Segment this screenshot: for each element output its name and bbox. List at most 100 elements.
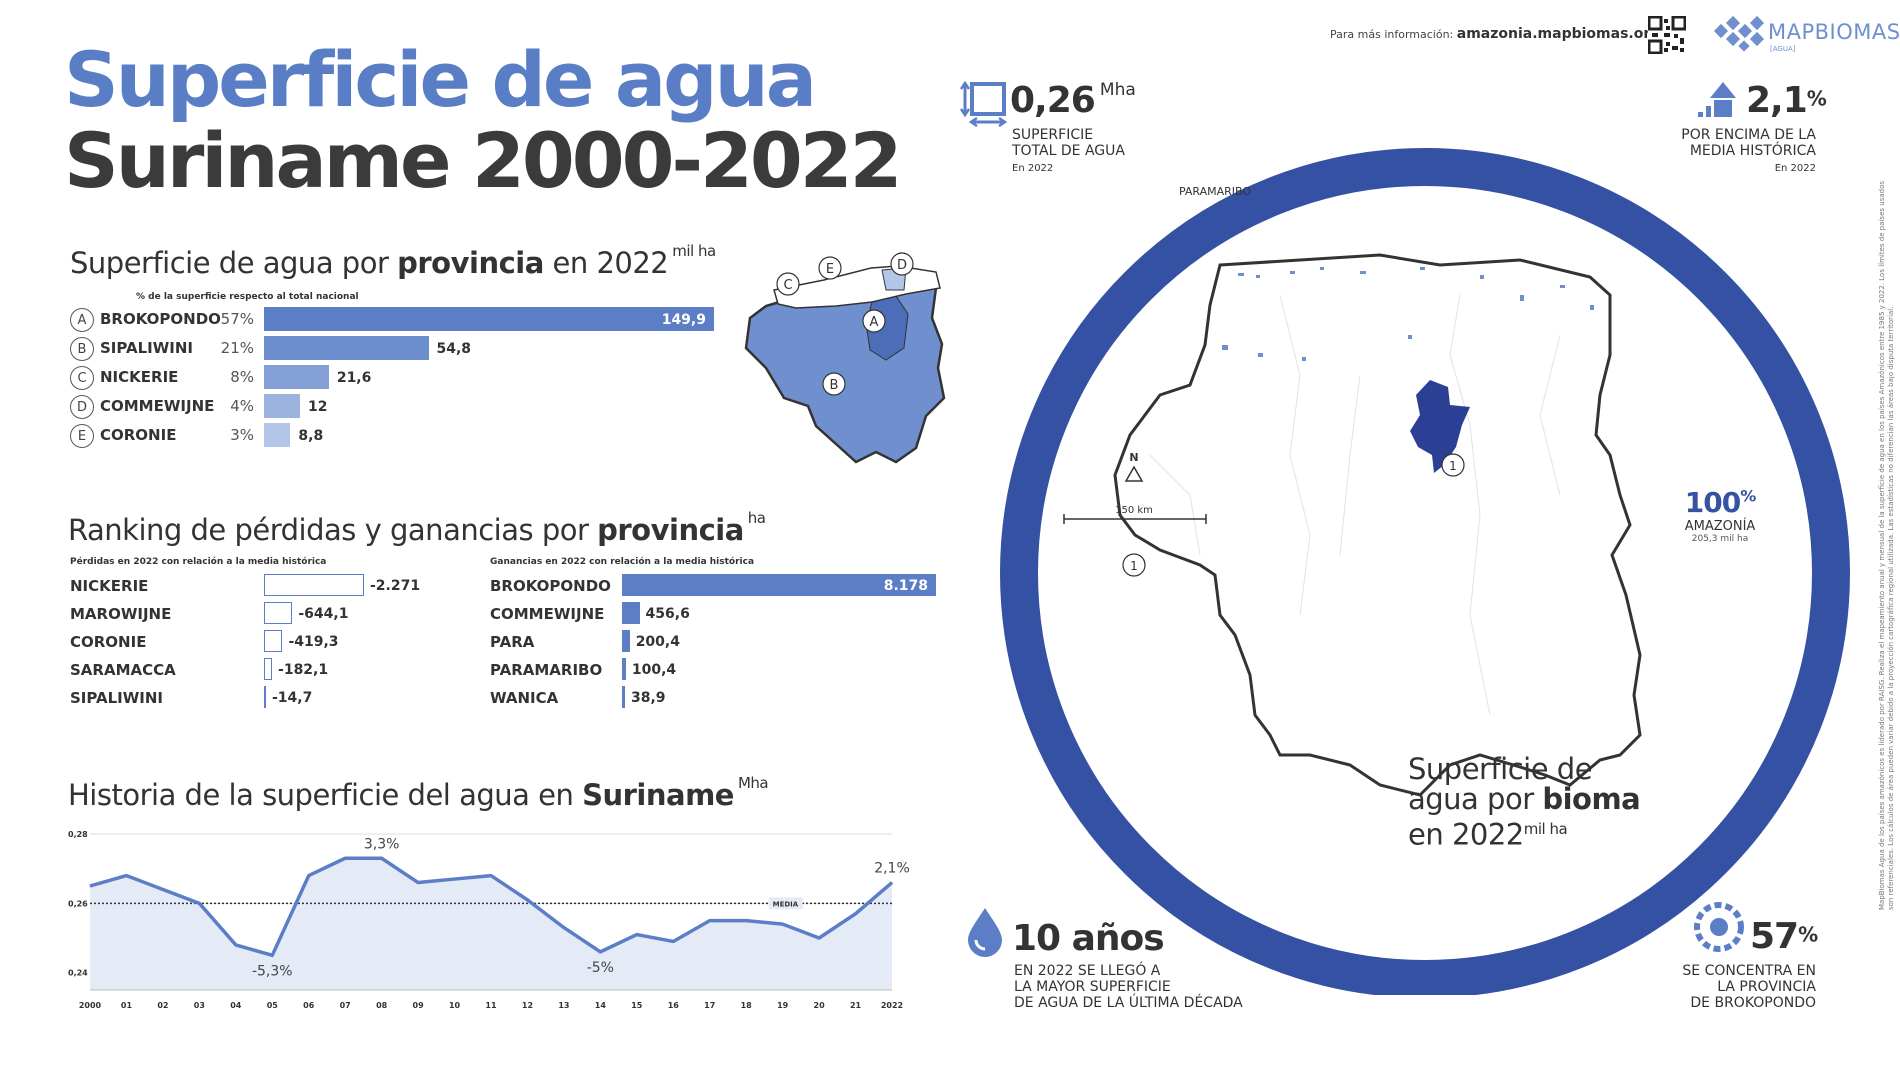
data-annotation: 3,3% <box>364 836 400 852</box>
bioma-marker-ring <box>1441 453 1465 477</box>
bioma-title: Superficie de agua por bioma en 2022mil … <box>1408 752 1641 852</box>
province-bar <box>264 423 291 447</box>
province-letter-badge: D <box>70 395 94 419</box>
data-point <box>125 875 127 877</box>
x-tick-label: 2022 <box>881 1001 903 1010</box>
data-point <box>818 937 820 939</box>
x-tick-label: 13 <box>558 1001 569 1010</box>
historia-line-chart: 0,28 0,26 0,24 MEDIA 2000 01 02 03 04 05 06 07 08 09 1… <box>68 830 910 1010</box>
data-point <box>782 923 784 925</box>
gain-bar <box>622 658 626 680</box>
info-url[interactable]: amazonia.mapbiomas.org <box>1456 26 1661 42</box>
gain-bar <box>622 686 625 708</box>
gain-province-name: COMMEWIJNE <box>490 605 605 623</box>
province-name: NICKERIE <box>100 368 179 386</box>
x-tick-label: 2000 <box>79 1001 102 1010</box>
y-tick-label: 0,26 <box>68 899 88 908</box>
bioma-stat: 100% AMAZONÍA 205,3 mil ha <box>1680 486 1760 544</box>
x-tick-label: 05 <box>267 1001 279 1010</box>
gains-bar-chart: BROKOPONDO 8.178 COMMEWIJNE 456,6 PARA 200,4 P… <box>490 574 940 714</box>
province-pct: 3% <box>230 426 254 444</box>
gains-note: Ganancias en 2022 con relación a la medi… <box>490 557 755 567</box>
loss-value-label: -644,1 <box>298 606 349 622</box>
loss-value-label: -14,7 <box>272 690 313 706</box>
stat-anos-value: 10 años <box>1012 918 1165 959</box>
gain-value-label: 200,4 <box>635 634 680 650</box>
gain-province-name: BROKOPONDO <box>490 577 611 595</box>
province-value-label: 8,8 <box>298 428 324 444</box>
media-label: MEDIA <box>773 900 799 908</box>
province-bar <box>264 394 301 418</box>
map-label-a: A <box>870 315 879 330</box>
bioma-name: AMAZONÍA <box>1684 519 1756 534</box>
logo-subtext: [AGUA] <box>1770 45 1796 53</box>
data-point <box>454 878 456 880</box>
x-tick-label: 14 <box>595 1001 607 1010</box>
province-bar <box>264 336 429 360</box>
data-point <box>162 888 164 890</box>
north-arrow-icon <box>1124 465 1144 482</box>
gain-value-label: 38,9 <box>631 690 666 706</box>
data-point <box>417 882 419 884</box>
gain-value-label: 456,6 <box>645 606 690 622</box>
province-pct: 21% <box>220 339 254 357</box>
gain-bar <box>622 630 630 652</box>
map-label-d: D <box>897 258 907 273</box>
info-line: Para más información: amazonia.mapbiomas… <box>1330 26 1660 42</box>
stat-superficie: 0,26 Mha <box>1010 80 1136 121</box>
loss-bar <box>264 602 293 624</box>
title-line-2: Suriname 2000-2022 <box>64 116 903 205</box>
historia-title: Historia de la superficie del agua en Su… <box>68 774 769 812</box>
x-tick-label: 01 <box>121 1001 133 1010</box>
loss-bar <box>264 574 364 596</box>
svg-text:1: 1 <box>1130 559 1138 573</box>
x-tick-label: 18 <box>741 1001 753 1010</box>
gain-bar <box>622 574 936 596</box>
loss-province-name: NICKERIE <box>70 577 149 595</box>
stat-superficie-year: En 2022 <box>1012 163 1054 174</box>
data-point <box>672 940 674 942</box>
bioma-value: 205,3 mil ha <box>1691 534 1749 544</box>
map-label-b: B <box>830 378 839 393</box>
title-line-1: Superficie de agua <box>64 35 817 124</box>
provincias-bar-chart: A BROKOPONDO 57% 149,9 B SIPALIWINI 21% 54,8 C NI… <box>70 306 730 456</box>
media-label-bg <box>768 897 803 910</box>
loss-bar <box>264 658 273 680</box>
x-tick-label: 03 <box>194 1001 205 1010</box>
x-tick-label: 09 <box>413 1001 425 1010</box>
province-bar <box>264 307 714 331</box>
data-point <box>89 885 91 887</box>
province-value-label: 12 <box>308 399 328 415</box>
data-point <box>636 934 638 936</box>
area-fill <box>90 858 892 990</box>
data-point <box>308 875 310 877</box>
paramaribo-label: PARAMARIBO <box>1179 185 1251 198</box>
gain-province-name: PARAMARIBO <box>490 661 603 679</box>
province-value-label: 21,6 <box>336 370 372 386</box>
gain-province-name: WANICA <box>490 689 559 707</box>
province-value-label: 54,8 <box>436 341 472 357</box>
stat-media-year: En 2022 <box>1774 163 1816 174</box>
svg-text:1: 1 <box>1449 459 1457 473</box>
data-point <box>709 920 711 922</box>
water-drop-icon <box>968 908 1002 957</box>
gain-value-label: 100,4 <box>631 662 677 678</box>
province-letter-badge: B <box>70 337 94 361</box>
loss-value-label: -419,3 <box>288 634 339 650</box>
bioma-ring <box>1000 148 1850 995</box>
ranking-title: Ranking de pérdidas y ganancias por prov… <box>68 509 766 547</box>
x-tick-label: 12 <box>522 1001 533 1010</box>
y-tick-label: 0,24 <box>68 969 88 978</box>
x-tick-label: 02 <box>157 1001 168 1010</box>
bioma-ring-map: PARAMARIBO N 150 km 1 1 <box>1000 148 1850 995</box>
x-tick-label: 06 <box>303 1001 315 1010</box>
loss-value-label: -2.271 <box>370 578 421 594</box>
scale-label: 150 km <box>1115 505 1153 516</box>
data-point <box>563 927 565 929</box>
x-tick-label: 07 <box>340 1001 351 1010</box>
mapbiomas-logo-icon <box>1713 15 1765 52</box>
y-tick-label: 0,28 <box>68 830 88 839</box>
x-tick-label: 11 <box>485 1001 497 1010</box>
target-concentration-icon <box>1694 902 1744 952</box>
province-name: CORONIE <box>100 426 177 444</box>
